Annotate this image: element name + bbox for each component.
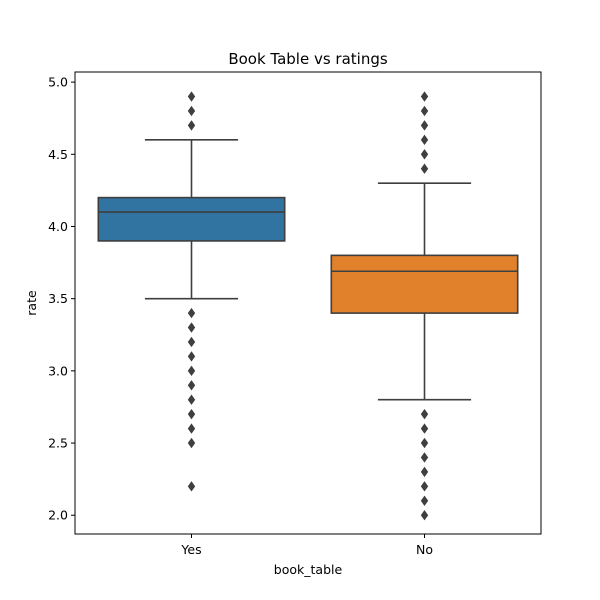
x-axis-label: book_table — [274, 562, 343, 577]
y-tick-label: 4.0 — [48, 219, 68, 234]
outlier-point — [420, 149, 429, 160]
outlier-point — [420, 91, 429, 102]
y-tick-label: 2.5 — [48, 436, 68, 451]
y-tick-label: 2.0 — [48, 508, 68, 523]
plot-area — [97, 91, 519, 521]
y-tick-label: 4.5 — [48, 147, 68, 162]
y-tick-label: 3.0 — [48, 363, 68, 378]
outlier-point — [187, 437, 196, 449]
box-group-no — [330, 91, 519, 521]
outlier-point — [420, 105, 429, 117]
box — [97, 196, 286, 242]
outlier-point — [420, 510, 429, 521]
x-tick-label: Yes — [180, 542, 201, 557]
box-group-yes — [97, 91, 286, 492]
outlier-point — [420, 452, 429, 463]
outlier-point — [420, 437, 429, 449]
outlier-point — [420, 408, 429, 420]
outlier-point — [187, 336, 196, 348]
outlier-point — [420, 481, 429, 492]
outlier-point — [187, 380, 196, 391]
chart-title: Book Table vs ratings — [228, 50, 388, 68]
outlier-point — [420, 163, 429, 174]
outlier-point — [187, 322, 196, 333]
outlier-point — [420, 120, 429, 131]
outlier-point — [420, 423, 429, 434]
outlier-point — [187, 91, 196, 102]
axes-frame — [74, 71, 542, 535]
outlier-point — [187, 105, 196, 117]
outlier-point — [420, 134, 429, 146]
outlier-point — [187, 408, 196, 420]
y-tick-label: 3.5 — [48, 291, 68, 306]
outlier-point — [187, 307, 196, 319]
outlier-point — [187, 120, 196, 131]
y-tick-label: 5.0 — [48, 75, 68, 90]
outlier-point — [187, 351, 196, 362]
outlier-point — [187, 423, 196, 434]
outlier-point — [187, 394, 196, 405]
outlier-point — [187, 481, 196, 492]
box — [330, 254, 519, 314]
x-tick-label: No — [416, 542, 433, 557]
y-axis-label: rate — [24, 290, 39, 316]
outlier-point — [187, 365, 196, 377]
x-axis: Yes No — [180, 534, 433, 557]
y-axis: 2.0 2.5 3.0 3.5 4.0 4.5 5.0 — [48, 75, 75, 523]
outlier-point — [420, 466, 429, 478]
outlier-point — [420, 495, 429, 506]
